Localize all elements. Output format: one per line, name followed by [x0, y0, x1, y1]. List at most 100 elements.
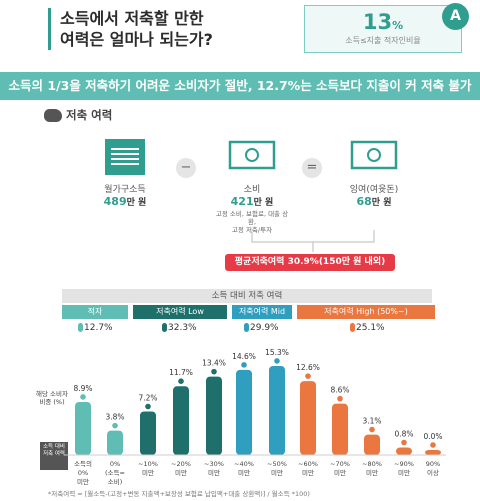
- section-label: 저축 여력: [44, 107, 112, 123]
- banknote-icon: [350, 140, 398, 170]
- bar-dot: [430, 442, 436, 448]
- banknote-icon: [228, 140, 276, 170]
- category-label: 0%: [78, 469, 88, 477]
- category-label: 미만: [398, 468, 410, 477]
- spending-value: 421만 원: [230, 195, 274, 208]
- surplus-label: 잉여(여윳돈): [349, 185, 399, 195]
- category-label: ~70%: [330, 460, 350, 468]
- bar-dot: [305, 373, 311, 379]
- value-label: 13.4%: [202, 359, 226, 368]
- answer-badge: A: [442, 3, 469, 30]
- category-label: 미만: [366, 468, 378, 477]
- surplus-block: 잉여(여윳돈) 68만 원: [334, 138, 414, 208]
- question-title: 소득에서 저축할 만한 여력은 얼마나 되는가?: [48, 8, 213, 50]
- bar-dot: [241, 362, 247, 368]
- bar: [173, 386, 189, 455]
- spending-note-1: 고정 소비, 보험료, 대출 상환,: [215, 210, 289, 226]
- value-label: 12.6%: [296, 363, 320, 372]
- bar: [332, 403, 348, 455]
- value-label: 14.6%: [232, 352, 256, 361]
- bar-dot: [178, 378, 184, 384]
- answer-label: 소득≤지출 적자인비율: [345, 36, 421, 45]
- value-label: 8.6%: [330, 386, 349, 395]
- answer-box: 13% 소득≤지출 적자인비율: [304, 5, 462, 53]
- group-pct-low: 32.3%: [162, 323, 197, 333]
- group-header-high: 저축여력 High (50%~): [297, 305, 435, 319]
- value-label: 15.3%: [265, 348, 289, 357]
- footnote: *저축여력 = [월소득-(고정+변동 지출액+보장성 보험료 납입액+대출 상…: [48, 490, 310, 498]
- average-savings-badge: 평균저축여력 30.9%(150만 원 내외): [225, 254, 395, 271]
- bar-dot: [401, 439, 407, 446]
- spending-block: 소비 421만 원 고정 소비, 보험료, 대출 상환, 고정 저축/투자: [212, 138, 292, 234]
- bar: [269, 365, 285, 455]
- bar: [206, 376, 222, 455]
- category-label: ~30%: [204, 460, 224, 468]
- equals-operator: =: [302, 158, 322, 178]
- category-label: 미만: [271, 468, 283, 477]
- category-label: ~60%: [298, 460, 318, 468]
- bar-dot: [80, 394, 86, 400]
- spending-note-2: 고정 저축/투자: [231, 226, 273, 234]
- bar: [425, 450, 441, 455]
- group-header-mid: 저축여력 Mid: [232, 305, 292, 319]
- group-header-deficit: 적자: [62, 305, 128, 319]
- category-label: 미만: [77, 477, 89, 486]
- savings-rate-axis-label: 소득 대비 저축 여력: [40, 442, 68, 470]
- group-pct-high: 25.1%: [350, 323, 385, 333]
- category-label: ~20%: [171, 460, 191, 468]
- category-label: 미만: [208, 468, 220, 477]
- income-block: 월가구소득 489만 원: [85, 138, 165, 208]
- spending-label: 소비: [243, 185, 261, 195]
- cash-stack-icon: [105, 139, 145, 175]
- category-label: 이상: [427, 468, 439, 477]
- category-label: 90%: [426, 460, 440, 468]
- category-label: ~90%: [394, 460, 414, 468]
- group-pct-mid: 29.9%: [244, 323, 279, 333]
- category-label: 0%: [110, 460, 120, 468]
- category-label: 소득의: [74, 459, 92, 468]
- bar-dot: [112, 422, 118, 429]
- bar: [236, 369, 252, 455]
- bar: [364, 434, 380, 455]
- category-label: 미만: [142, 468, 154, 477]
- category-label: 미만: [302, 468, 314, 477]
- value-label: 7.2%: [138, 394, 157, 403]
- value-label: 8.9%: [73, 384, 92, 393]
- category-label: (소득=: [105, 469, 125, 477]
- value-label: 3.1%: [362, 417, 381, 426]
- bar-dot: [145, 403, 151, 410]
- bar: [140, 411, 156, 455]
- headline-banner: 소득의 1/3을 저축하기 어려운 소비자가 절반, 12.7%는 소득보다 지…: [0, 72, 480, 100]
- bar-dot: [369, 426, 375, 433]
- bar: [396, 447, 412, 455]
- value-label: 3.8%: [105, 413, 124, 422]
- category-label: ~10%: [138, 460, 158, 468]
- minus-operator: −: [176, 158, 196, 178]
- chart-title: 소득 대비 저축 여력: [62, 289, 432, 303]
- income-label: 월가구소득: [104, 185, 146, 195]
- bar: [107, 430, 123, 455]
- group-pct-deficit: 12.7%: [78, 323, 113, 333]
- bar-dot: [211, 368, 217, 375]
- category-label: 미만: [175, 468, 187, 477]
- bar-dot: [274, 358, 280, 364]
- category-label: 미만: [238, 468, 250, 477]
- category-label: 미만: [334, 468, 346, 477]
- surplus-value: 68만 원: [356, 195, 392, 208]
- question-line-1: 소득에서 저축할 만한: [60, 9, 204, 28]
- piggy-bank-icon: [44, 109, 62, 122]
- y-axis-label: 해당 소비자 비중 (%): [36, 390, 68, 406]
- category-label: ~50%: [267, 460, 287, 468]
- value-label: 0.8%: [394, 430, 413, 439]
- group-header-low: 저축여력 Low: [133, 305, 227, 319]
- bar-dot: [337, 395, 343, 402]
- answer-value: 13%: [362, 10, 404, 34]
- bar: [300, 381, 316, 455]
- category-label: ~80%: [362, 460, 382, 468]
- question-line-2: 여력은 얼마나 되는가?: [60, 30, 213, 49]
- bar: [75, 401, 91, 455]
- value-label: 0.0%: [423, 432, 442, 441]
- income-value: 489만 원: [103, 195, 147, 208]
